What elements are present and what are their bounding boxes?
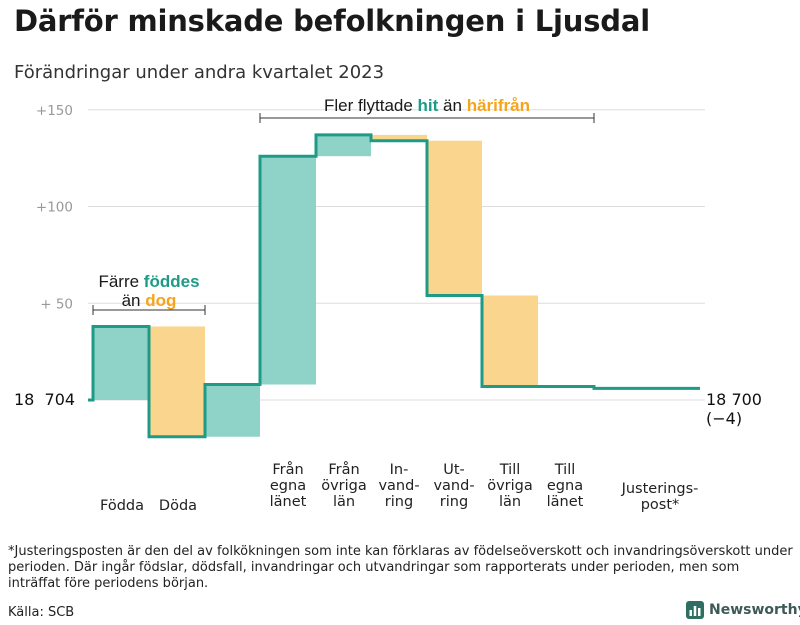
y-tick-label: + 50 bbox=[40, 296, 73, 312]
chart-title: Därför minskade befolkningen i Ljusdal bbox=[14, 4, 650, 38]
start-value-label: 18 704 bbox=[14, 390, 76, 409]
category-label: Ut- vand- ring bbox=[433, 462, 475, 510]
more-moved-middle: än bbox=[438, 96, 467, 115]
fewer-born-highlight: föddes bbox=[143, 272, 200, 291]
end-value-label: 18 700 bbox=[706, 390, 762, 409]
fewer-born-annotation: Färre föddes än dog bbox=[86, 272, 212, 310]
fewer-born-prefix: Färre bbox=[98, 272, 144, 291]
category-label: Från egna länet bbox=[269, 462, 307, 510]
footnote: *Justeringsposten är den del av folkökni… bbox=[8, 544, 793, 591]
category-label: Döda bbox=[158, 498, 198, 514]
than-died-highlight: dog bbox=[145, 291, 177, 310]
more-moved-prefix: Fler flyttade bbox=[324, 96, 418, 115]
category-label: Justerings- post* bbox=[621, 481, 699, 513]
cumulative-step-line bbox=[88, 133, 700, 439]
category-label: Födda bbox=[100, 498, 144, 514]
chart-subtitle: Förändringar under andra kvartalet 2023 bbox=[14, 62, 385, 83]
more-moved-harifran: härifrån bbox=[466, 96, 530, 115]
more-moved-annotation: Fler flyttade hit än härifrån bbox=[260, 96, 594, 116]
category-label: In- vand- ring bbox=[378, 462, 420, 510]
y-tick-label: +150 bbox=[36, 103, 73, 119]
y-tick-label: +100 bbox=[36, 200, 73, 216]
source-label: Källa: SCB bbox=[8, 605, 75, 620]
waterfall-bar bbox=[371, 134, 427, 141]
brand-name: Newsworthy bbox=[709, 602, 800, 618]
waterfall-bar bbox=[316, 134, 371, 157]
waterfall-bar bbox=[260, 156, 316, 385]
waterfall-bars bbox=[93, 134, 538, 437]
brand: Newsworthy bbox=[686, 601, 800, 619]
waterfall-bar bbox=[427, 140, 482, 296]
category-label: Från övriga län bbox=[321, 462, 367, 510]
category-label: Till övriga län bbox=[487, 462, 533, 510]
end-change-label: (−4) bbox=[706, 409, 743, 428]
y-axis-ticks: +150 +100 + 50 bbox=[36, 103, 73, 313]
waterfall-bar bbox=[149, 326, 205, 437]
waterfall-step-line bbox=[88, 133, 700, 439]
than-died-prefix: än bbox=[121, 291, 146, 310]
category-label: Till egna länet bbox=[546, 462, 584, 510]
more-moved-hit: hit bbox=[417, 96, 439, 115]
bar-chart-logo-icon bbox=[686, 601, 704, 619]
waterfall-bar bbox=[93, 326, 149, 400]
annotation-brackets bbox=[92, 113, 595, 315]
waterfall-bar bbox=[482, 295, 538, 387]
waterfall-bar bbox=[205, 384, 260, 437]
